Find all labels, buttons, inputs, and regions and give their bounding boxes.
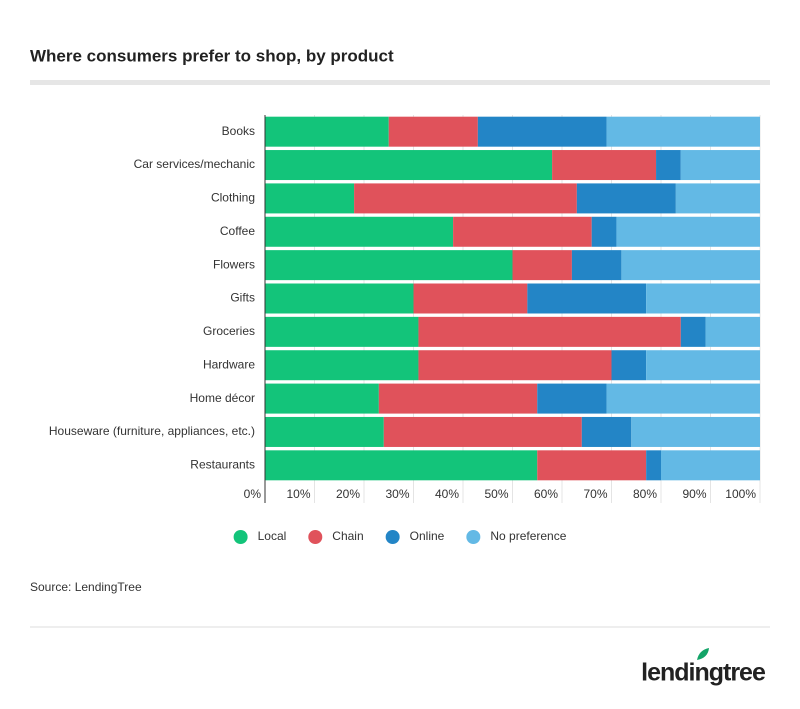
- bar-segment: [680, 150, 760, 181]
- bar-segment: [418, 350, 612, 381]
- x-tick-label: 90%: [682, 487, 706, 501]
- legend-marker: [385, 530, 400, 544]
- bar-segment: [606, 383, 760, 414]
- y-tick-label: Clothing: [211, 191, 255, 205]
- bar-segment: [265, 350, 419, 381]
- x-tick-label: 50%: [484, 487, 508, 501]
- y-tick-label: Flowers: [213, 257, 255, 271]
- bar-segment: [631, 416, 760, 447]
- x-tick-label: 40%: [435, 487, 459, 501]
- x-tick-label: 30%: [385, 487, 409, 501]
- y-tick-label: Coffee: [220, 224, 255, 238]
- bar-segment: [675, 183, 760, 214]
- chart-title: Where consumers prefer to shop, by produ…: [30, 46, 394, 65]
- bar-segment: [265, 183, 355, 214]
- bar-segment: [388, 116, 478, 147]
- legend-label: Chain: [332, 529, 363, 543]
- bar-segment: [646, 350, 760, 381]
- bar-segment: [378, 383, 538, 414]
- logo-leaf: [697, 648, 709, 660]
- bar-segment: [621, 250, 760, 281]
- bar-segment: [576, 183, 676, 214]
- legend-label: Online: [410, 529, 445, 543]
- bar-segment: [265, 150, 553, 181]
- y-tick-label: Hardware: [203, 357, 255, 371]
- legend-label: No preference: [490, 529, 566, 543]
- bar-segment: [383, 416, 582, 447]
- bar-segment: [265, 450, 538, 481]
- bar-segment: [680, 316, 706, 347]
- y-tick-label: Groceries: [203, 324, 255, 338]
- y-tick-label: Car services/mechanic: [134, 157, 255, 171]
- x-tick-label: 80%: [633, 487, 657, 501]
- bar-segment: [705, 316, 760, 347]
- bar-segment: [552, 150, 657, 181]
- x-tick-label: 20%: [336, 487, 360, 501]
- bar-segment: [611, 350, 647, 381]
- bar-segment: [527, 283, 647, 314]
- bar-segment: [477, 116, 607, 147]
- bar-segment: [453, 216, 592, 247]
- bar-segment: [265, 116, 389, 147]
- logo: lendingtree: [641, 659, 766, 687]
- x-tick-label: 0%: [244, 487, 262, 501]
- bar-segment: [265, 316, 419, 347]
- y-tick-label: Gifts: [230, 291, 255, 305]
- x-tick-label: 10%: [286, 487, 310, 501]
- x-tick-label: 70%: [583, 487, 607, 501]
- bar-segment: [591, 216, 617, 247]
- bar-segment: [413, 283, 528, 314]
- y-tick-label: Books: [222, 124, 255, 138]
- bar-segment: [512, 250, 572, 281]
- bar-segment: [537, 383, 607, 414]
- source: Source: LendingTree: [30, 580, 142, 594]
- bar-segment: [581, 416, 632, 447]
- bar-segment: [265, 216, 454, 247]
- bar-segment: [537, 450, 647, 481]
- bar-segment: [571, 250, 622, 281]
- bar-segment: [265, 283, 414, 314]
- legend-marker: [233, 530, 248, 544]
- x-tick-label: 60%: [534, 487, 558, 501]
- y-tick-label: Houseware (furniture, appliances, etc.): [49, 424, 255, 438]
- bar-segment: [646, 283, 760, 314]
- legend-marker: [308, 530, 323, 544]
- title-rule: [30, 80, 770, 85]
- bar-segment: [656, 150, 681, 181]
- bar-segment: [616, 216, 760, 247]
- y-tick-label: Restaurants: [190, 457, 255, 471]
- bar-segment: [606, 116, 760, 147]
- x-tick-label: 100%: [725, 487, 756, 501]
- legend-marker: [466, 530, 481, 544]
- legend-label: Local: [258, 529, 287, 543]
- bar-segment: [661, 450, 760, 481]
- bar-segment: [265, 383, 379, 414]
- bar-segment: [265, 250, 513, 281]
- y-tick-label: Home décor: [190, 391, 255, 405]
- bar-segment: [646, 450, 661, 481]
- bar-segment: [265, 416, 384, 447]
- bar-segment: [418, 316, 681, 347]
- bar-segment: [354, 183, 577, 214]
